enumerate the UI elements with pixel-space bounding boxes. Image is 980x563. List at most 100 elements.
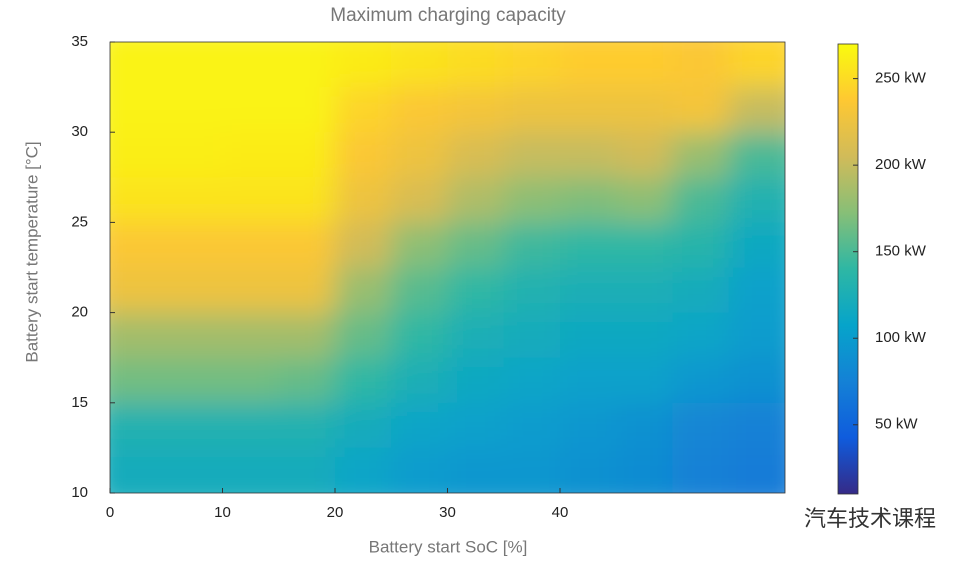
heatmap-cell (110, 312, 167, 359)
heatmap-cell (560, 87, 617, 133)
heatmap-cell (616, 447, 673, 493)
y-tick-label: 20 (71, 304, 88, 321)
heatmap-cell (447, 402, 505, 449)
heatmap-cell (278, 267, 336, 314)
heatmap-cell (672, 267, 730, 314)
heatmap-cell (447, 132, 505, 178)
heatmap-cell (110, 42, 167, 88)
heatmap-cell (278, 357, 336, 404)
heatmap-cell (447, 357, 505, 404)
heatmap-cell (222, 132, 280, 178)
heatmap-cell (447, 87, 505, 133)
heatmap-cell (672, 447, 730, 493)
heatmap-cell (166, 267, 223, 314)
heatmap-cell (616, 267, 673, 314)
heatmap-cell (222, 177, 280, 223)
heatmap-cell (503, 267, 561, 314)
y-axis-label: Battery start temperature [°C] (22, 141, 41, 362)
heatmap-cell (447, 267, 505, 314)
heatmap-cell (335, 447, 392, 493)
heatmap-cell (447, 312, 505, 359)
heatmap-cell (672, 177, 730, 223)
chart-title: Maximum charging capacity (330, 5, 566, 26)
heatmap-cell (335, 357, 392, 404)
heatmap-cell (222, 87, 280, 133)
heatmap-cell (560, 177, 617, 223)
heatmap-cell (503, 132, 561, 178)
heatmap-cell (335, 177, 392, 223)
x-axis-label: Battery start SoC [%] (369, 537, 528, 556)
heatmap-cell (110, 222, 167, 268)
heatmap-cell (503, 87, 561, 133)
heatmap-cell (335, 312, 392, 359)
heatmap-cell (447, 177, 505, 223)
heatmap-cell (447, 447, 505, 493)
heatmap-cell (728, 87, 785, 133)
heatmap-cell (560, 267, 617, 314)
heatmap-cell (278, 132, 336, 178)
heatmap-cell (447, 222, 505, 268)
heatmap-cell (222, 357, 280, 404)
heatmap-cell (110, 132, 167, 178)
heatmap-cell (110, 177, 167, 223)
heatmap-cell (503, 222, 561, 268)
colorbar-tick-label: 150 kW (875, 243, 927, 260)
heatmap-cell (728, 267, 785, 314)
heatmap-cell (391, 357, 448, 404)
heatmap-cell (278, 42, 336, 88)
heatmap-cell (503, 402, 561, 449)
heatmap-cell (616, 312, 673, 359)
heatmap-cell (222, 222, 280, 268)
heatmap-cell (278, 222, 336, 268)
y-tick-label: 25 (71, 213, 88, 230)
heatmap-cell (560, 357, 617, 404)
heatmap-cell (560, 402, 617, 449)
heatmap-cell (616, 222, 673, 268)
heatmap-cell (166, 132, 223, 178)
heatmap-cell (222, 402, 280, 449)
heatmap-cell (110, 267, 167, 314)
heatmap-cell (672, 312, 730, 359)
heatmap-cell (335, 87, 392, 133)
heatmap-cell (166, 87, 223, 133)
heatmap-cell (166, 402, 223, 449)
watermark: 汽车技术课程 (804, 507, 936, 532)
heatmap-cell (166, 222, 223, 268)
y-tick-label: 10 (71, 484, 88, 501)
heatmap-cell (728, 402, 785, 449)
heatmap-cell (110, 447, 167, 493)
colorbar-tick-label: 100 kW (875, 329, 927, 346)
heatmap-cell (391, 312, 448, 359)
colorbar-tick-label: 200 kW (875, 156, 927, 173)
heatmap-cell (728, 312, 785, 359)
heatmap-cell (222, 267, 280, 314)
heatmap-cell (391, 267, 448, 314)
heatmap-cell (110, 87, 167, 133)
heatmap-cell (503, 42, 561, 88)
heatmap-cell (335, 267, 392, 314)
heatmap-cell (728, 177, 785, 223)
heatmap-cell (447, 42, 505, 88)
heatmap-cell (503, 312, 561, 359)
heatmap-cell (110, 402, 167, 449)
colorbar-tick-label: 50 kW (875, 416, 918, 433)
heatmap-cell (672, 357, 730, 404)
heatmap-cell (560, 42, 617, 88)
heatmap-cell (335, 132, 392, 178)
heatmap-cell (278, 447, 336, 493)
heatmap-cell (616, 42, 673, 88)
heatmap-cell (503, 447, 561, 493)
heatmap-cell (560, 312, 617, 359)
heatmap-cell (560, 222, 617, 268)
heatmap-cell (278, 402, 336, 449)
heatmap-cell (503, 177, 561, 223)
x-tick-label: 10 (214, 504, 231, 521)
heatmap-cell (110, 357, 167, 404)
heatmap-cell (335, 42, 392, 88)
heatmap-cell (672, 87, 730, 133)
heatmap-cell (391, 447, 448, 493)
heatmap (110, 42, 785, 493)
y-tick-label: 15 (71, 394, 88, 411)
heatmap-cell (391, 402, 448, 449)
heatmap-cell (166, 312, 223, 359)
